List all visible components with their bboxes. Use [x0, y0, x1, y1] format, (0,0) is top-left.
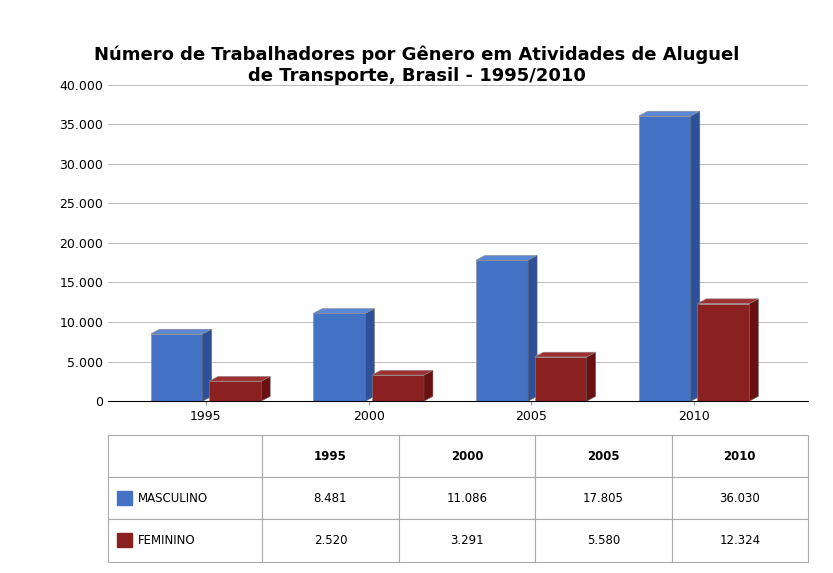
Text: 2005: 2005 [587, 450, 620, 463]
Polygon shape [209, 376, 270, 381]
Bar [671, 435, 808, 477]
Polygon shape [366, 309, 374, 401]
Polygon shape [424, 370, 433, 401]
Polygon shape [528, 256, 537, 401]
Polygon shape [750, 299, 758, 401]
Polygon shape [535, 357, 586, 401]
Text: Número de Trabalhadores por Gênero em Atividades de Aluguel
de Transporte, Brasi: Número de Trabalhadores por Gênero em At… [94, 46, 739, 85]
Text: MASCULINO: MASCULINO [137, 492, 207, 505]
Polygon shape [691, 111, 700, 401]
Text: 12.324: 12.324 [719, 534, 761, 547]
Bar [399, 519, 535, 562]
Bar [399, 435, 535, 477]
Text: 36.030: 36.030 [720, 492, 761, 505]
Text: 11.086: 11.086 [446, 492, 487, 505]
Polygon shape [697, 304, 750, 401]
Bar [262, 435, 399, 477]
Polygon shape [313, 309, 374, 313]
Bar [535, 435, 671, 477]
Text: 2.520: 2.520 [314, 534, 347, 547]
Bar [671, 477, 808, 519]
Bar [262, 477, 399, 519]
Polygon shape [476, 256, 537, 260]
Polygon shape [697, 299, 758, 304]
Polygon shape [639, 111, 700, 116]
Bar [108, 435, 262, 477]
Polygon shape [535, 352, 596, 357]
Polygon shape [262, 376, 270, 401]
Bar [262, 519, 399, 562]
Polygon shape [639, 116, 691, 401]
Text: 17.805: 17.805 [583, 492, 624, 505]
Text: FEMININO: FEMININO [137, 534, 195, 547]
Bar [535, 519, 671, 562]
Bar [108, 519, 262, 562]
Polygon shape [202, 329, 212, 401]
Bar [117, 533, 132, 547]
Polygon shape [586, 352, 596, 401]
Text: 3.291: 3.291 [450, 534, 484, 547]
Text: 8.481: 8.481 [314, 492, 347, 505]
Polygon shape [209, 381, 262, 401]
Bar [117, 491, 132, 505]
Text: 2000: 2000 [451, 450, 483, 463]
Text: 5.580: 5.580 [586, 534, 620, 547]
Polygon shape [313, 313, 366, 401]
Bar [535, 477, 671, 519]
Bar [108, 477, 262, 519]
Polygon shape [151, 334, 202, 401]
Text: 1995: 1995 [314, 450, 347, 463]
Polygon shape [372, 375, 424, 401]
Bar [671, 519, 808, 562]
Text: 2010: 2010 [724, 450, 756, 463]
Bar [399, 477, 535, 519]
Polygon shape [372, 370, 433, 375]
Polygon shape [476, 260, 528, 401]
Polygon shape [151, 329, 212, 334]
